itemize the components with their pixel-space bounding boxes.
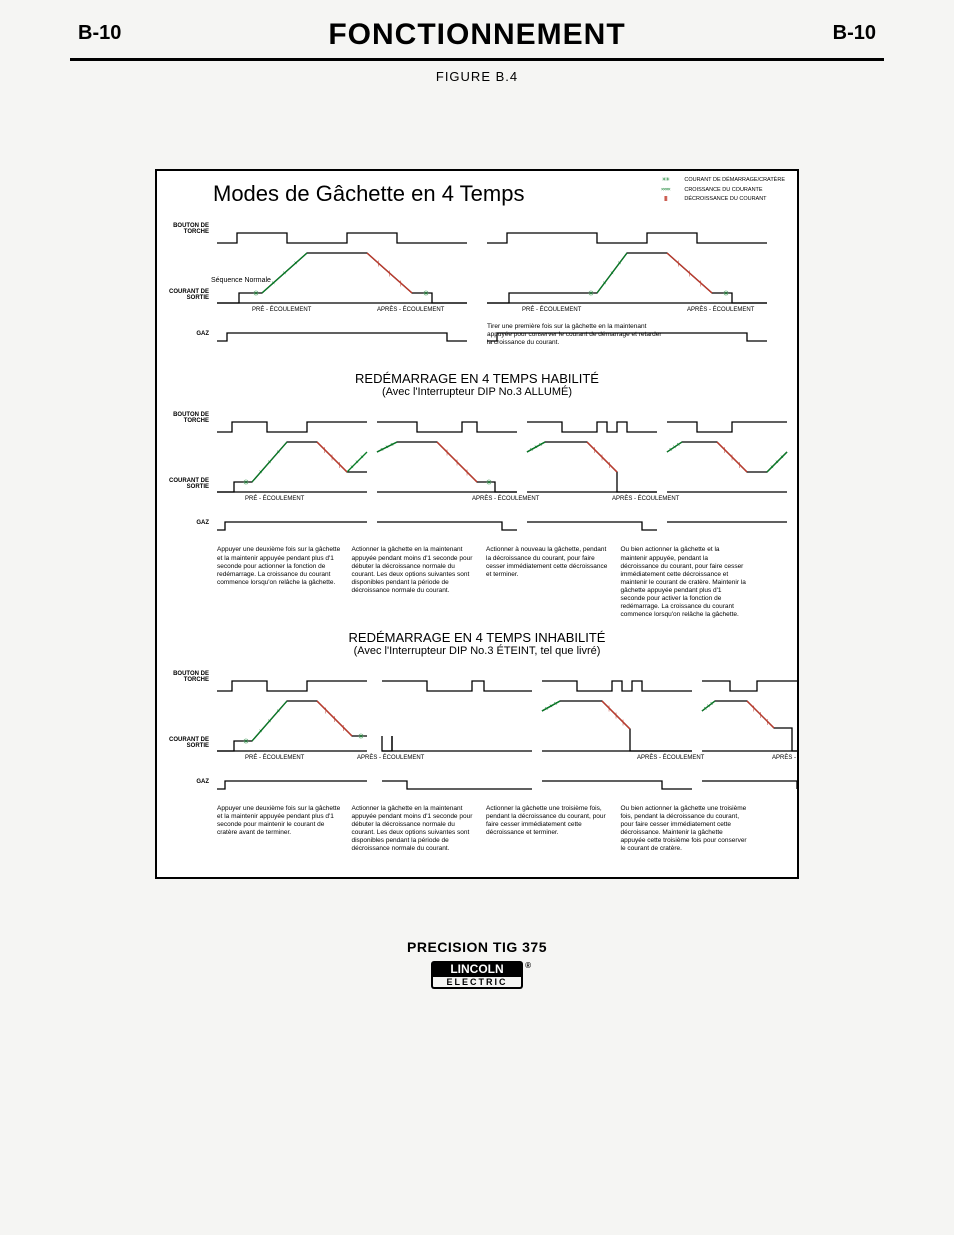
svg-text:×: × [549, 704, 553, 710]
page-header: B-10 FONCTIONNEMENT B-10 [0, 0, 954, 56]
chart-disabled-svg: ×××|||✳✳PRÉ - ÉCOULEMENTAPRÈS - ÉCOULEME… [167, 661, 797, 801]
ylabel-gas: GAZ [169, 331, 209, 337]
disabled-note-2: Actionner la gâchette en la maintenant a… [352, 805, 479, 854]
svg-text:✳: ✳ [253, 289, 260, 298]
svg-text:×: × [618, 261, 622, 267]
legend-mark-up: ×××× [650, 187, 680, 195]
legend-label-up: CROISSANCE DU COURANTE [684, 187, 762, 195]
svg-text:×: × [534, 445, 538, 451]
svg-text:×: × [530, 448, 534, 454]
svg-text:×: × [603, 281, 607, 287]
svg-text:✳: ✳ [486, 478, 493, 487]
svg-text:×: × [268, 719, 272, 725]
svg-text:×: × [283, 271, 287, 277]
ylabel-current: COURANT DE SORTIE [169, 478, 209, 490]
svg-text:APRÈS - ÉCOULEMENT: APRÈS - ÉCOULEMENT [772, 754, 797, 761]
disabled-sub: (Avec l'Interrupteur DIP No.3 ÉTEINT, te… [167, 645, 787, 657]
disabled-note-4: Ou bien actionner la gâchette une troisi… [621, 805, 748, 854]
enabled-note-3: Actionner à nouveau la gâchette, pendant… [486, 546, 613, 619]
svg-text:✳: ✳ [423, 289, 430, 298]
legend-mark-down: |||||| [650, 196, 680, 204]
enabled-sub: (Avec l'Interrupteur DIP No.3 ALLUMÉ) [167, 386, 787, 398]
svg-text:×: × [710, 701, 714, 707]
disabled-note-3: Actionner la gâchette une troisième fois… [486, 805, 613, 854]
svg-text:×: × [554, 701, 558, 707]
enabled-note-1: Appuyer une deuxième fois sur la gâchett… [217, 546, 344, 619]
enabled-title: REDÉMARRAGE EN 4 TEMPS HABILITÉ [167, 371, 787, 386]
ylabel-torch: BOUTON DE TORCHE [169, 412, 209, 424]
legend: ✳✳ COURANT DE DÉMARRAGE/CRATÈRE ×××× CRO… [650, 177, 785, 206]
svg-text:×: × [390, 443, 394, 449]
registered-icon: ® [525, 961, 531, 970]
svg-text:×: × [276, 450, 280, 456]
svg-text:APRÈS - ÉCOULEMENT: APRÈS - ÉCOULEMENT [612, 495, 680, 502]
chart-disabled: BOUTON DE TORCHE COURANT DE SORTIE GAZ ×… [167, 661, 787, 801]
svg-text:×: × [276, 709, 280, 715]
enabled-note-2: Actionner la gâchette en la maintenant a… [352, 546, 479, 619]
svg-text:✳: ✳ [588, 289, 595, 298]
section-code-left: B-10 [78, 22, 121, 45]
svg-text:×: × [268, 460, 272, 466]
svg-text:×: × [259, 729, 263, 735]
page-title: FONCTIONNEMENT [70, 18, 884, 52]
ylabel-current: COURANT DE SORTIE [169, 289, 209, 301]
ylabel-torch: BOUTON DE TORCHE [169, 671, 209, 683]
svg-text:APRÈS - ÉCOULEMENT: APRÈS - ÉCOULEMENT [357, 754, 425, 761]
svg-text:✳: ✳ [243, 478, 250, 487]
model-name: PRECISION TIG 375 [0, 939, 954, 955]
ylabel-gas: GAZ [169, 520, 209, 526]
legend-label-start: COURANT DE DÉMARRAGE/CRATÈRE [684, 177, 785, 185]
page-footer: PRECISION TIG 375 LINCOLN® ELECTRIC [0, 939, 954, 989]
brand-top: LINCOLN [450, 962, 503, 976]
svg-text:×: × [259, 470, 263, 476]
disabled-title: REDÉMARRAGE EN 4 TEMPS INHABILITÉ [167, 630, 787, 645]
svg-text:×: × [294, 261, 298, 267]
legend-mark-start: ✳✳ [650, 177, 680, 185]
enabled-note-4: Ou bien actionner la gâchette et la main… [621, 546, 748, 619]
figure-frame: Modes de Gâchette en 4 Temps ✳✳ COURANT … [155, 169, 799, 879]
legend-label-down: DÉCROISSANCE DU COURANT [684, 196, 766, 204]
svg-text:×: × [545, 706, 549, 712]
svg-text:PRÉ - ÉCOULEMENT: PRÉ - ÉCOULEMENT [252, 306, 312, 313]
brand-logo: LINCOLN® ELECTRIC [431, 961, 523, 989]
brand-bot: ELECTRIC [431, 977, 523, 989]
svg-text:PRÉ - ÉCOULEMENT: PRÉ - ÉCOULEMENT [245, 754, 305, 761]
svg-text:×: × [360, 455, 364, 461]
svg-text:✳: ✳ [358, 732, 365, 741]
svg-text:APRÈS - ÉCOULEMENT: APRÈS - ÉCOULEMENT [472, 495, 540, 502]
svg-text:×: × [380, 448, 384, 454]
ylabel-current: COURANT DE SORTIE [169, 737, 209, 749]
svg-text:×: × [676, 443, 680, 449]
figure-caption: FIGURE B.4 [0, 69, 954, 84]
svg-text:×: × [610, 271, 614, 277]
svg-text:×: × [775, 460, 779, 466]
sequence-normale-label: Séquence Normale [211, 277, 271, 284]
svg-text:×: × [271, 281, 275, 287]
svg-text:APRÈS - ÉCOULEMENT: APRÈS - ÉCOULEMENT [377, 306, 445, 313]
ylabel-gas: GAZ [169, 779, 209, 785]
section-code-right: B-10 [833, 22, 876, 45]
svg-text:×: × [385, 445, 389, 451]
svg-text:PRÉ - ÉCOULEMENT: PRÉ - ÉCOULEMENT [522, 306, 582, 313]
svg-text:×: × [350, 465, 354, 471]
svg-text:×: × [780, 455, 784, 461]
svg-text:APRÈS - ÉCOULEMENT: APRÈS - ÉCOULEMENT [637, 754, 705, 761]
svg-text:APRÈS - ÉCOULEMENT: APRÈS - ÉCOULEMENT [687, 306, 755, 313]
disabled-note-1: Appuyer une deuxième fois sur la gâchett… [217, 805, 344, 854]
svg-text:×: × [355, 460, 359, 466]
svg-text:✳: ✳ [243, 737, 250, 746]
svg-text:×: × [539, 443, 543, 449]
ylabel-torch: BOUTON DE TORCHE [169, 223, 209, 235]
chart-enabled-svg: ××××××|||✳PRÉ - ÉCOULEMENT×××|||✳APRÈS -… [167, 402, 797, 542]
svg-text:PRÉ - ÉCOULEMENT: PRÉ - ÉCOULEMENT [245, 495, 305, 502]
chart-enabled: BOUTON DE TORCHE COURANT DE SORTIE GAZ ×… [167, 402, 787, 542]
svg-text:✳: ✳ [723, 289, 730, 298]
header-rule [70, 58, 884, 61]
svg-text:×: × [770, 465, 774, 471]
